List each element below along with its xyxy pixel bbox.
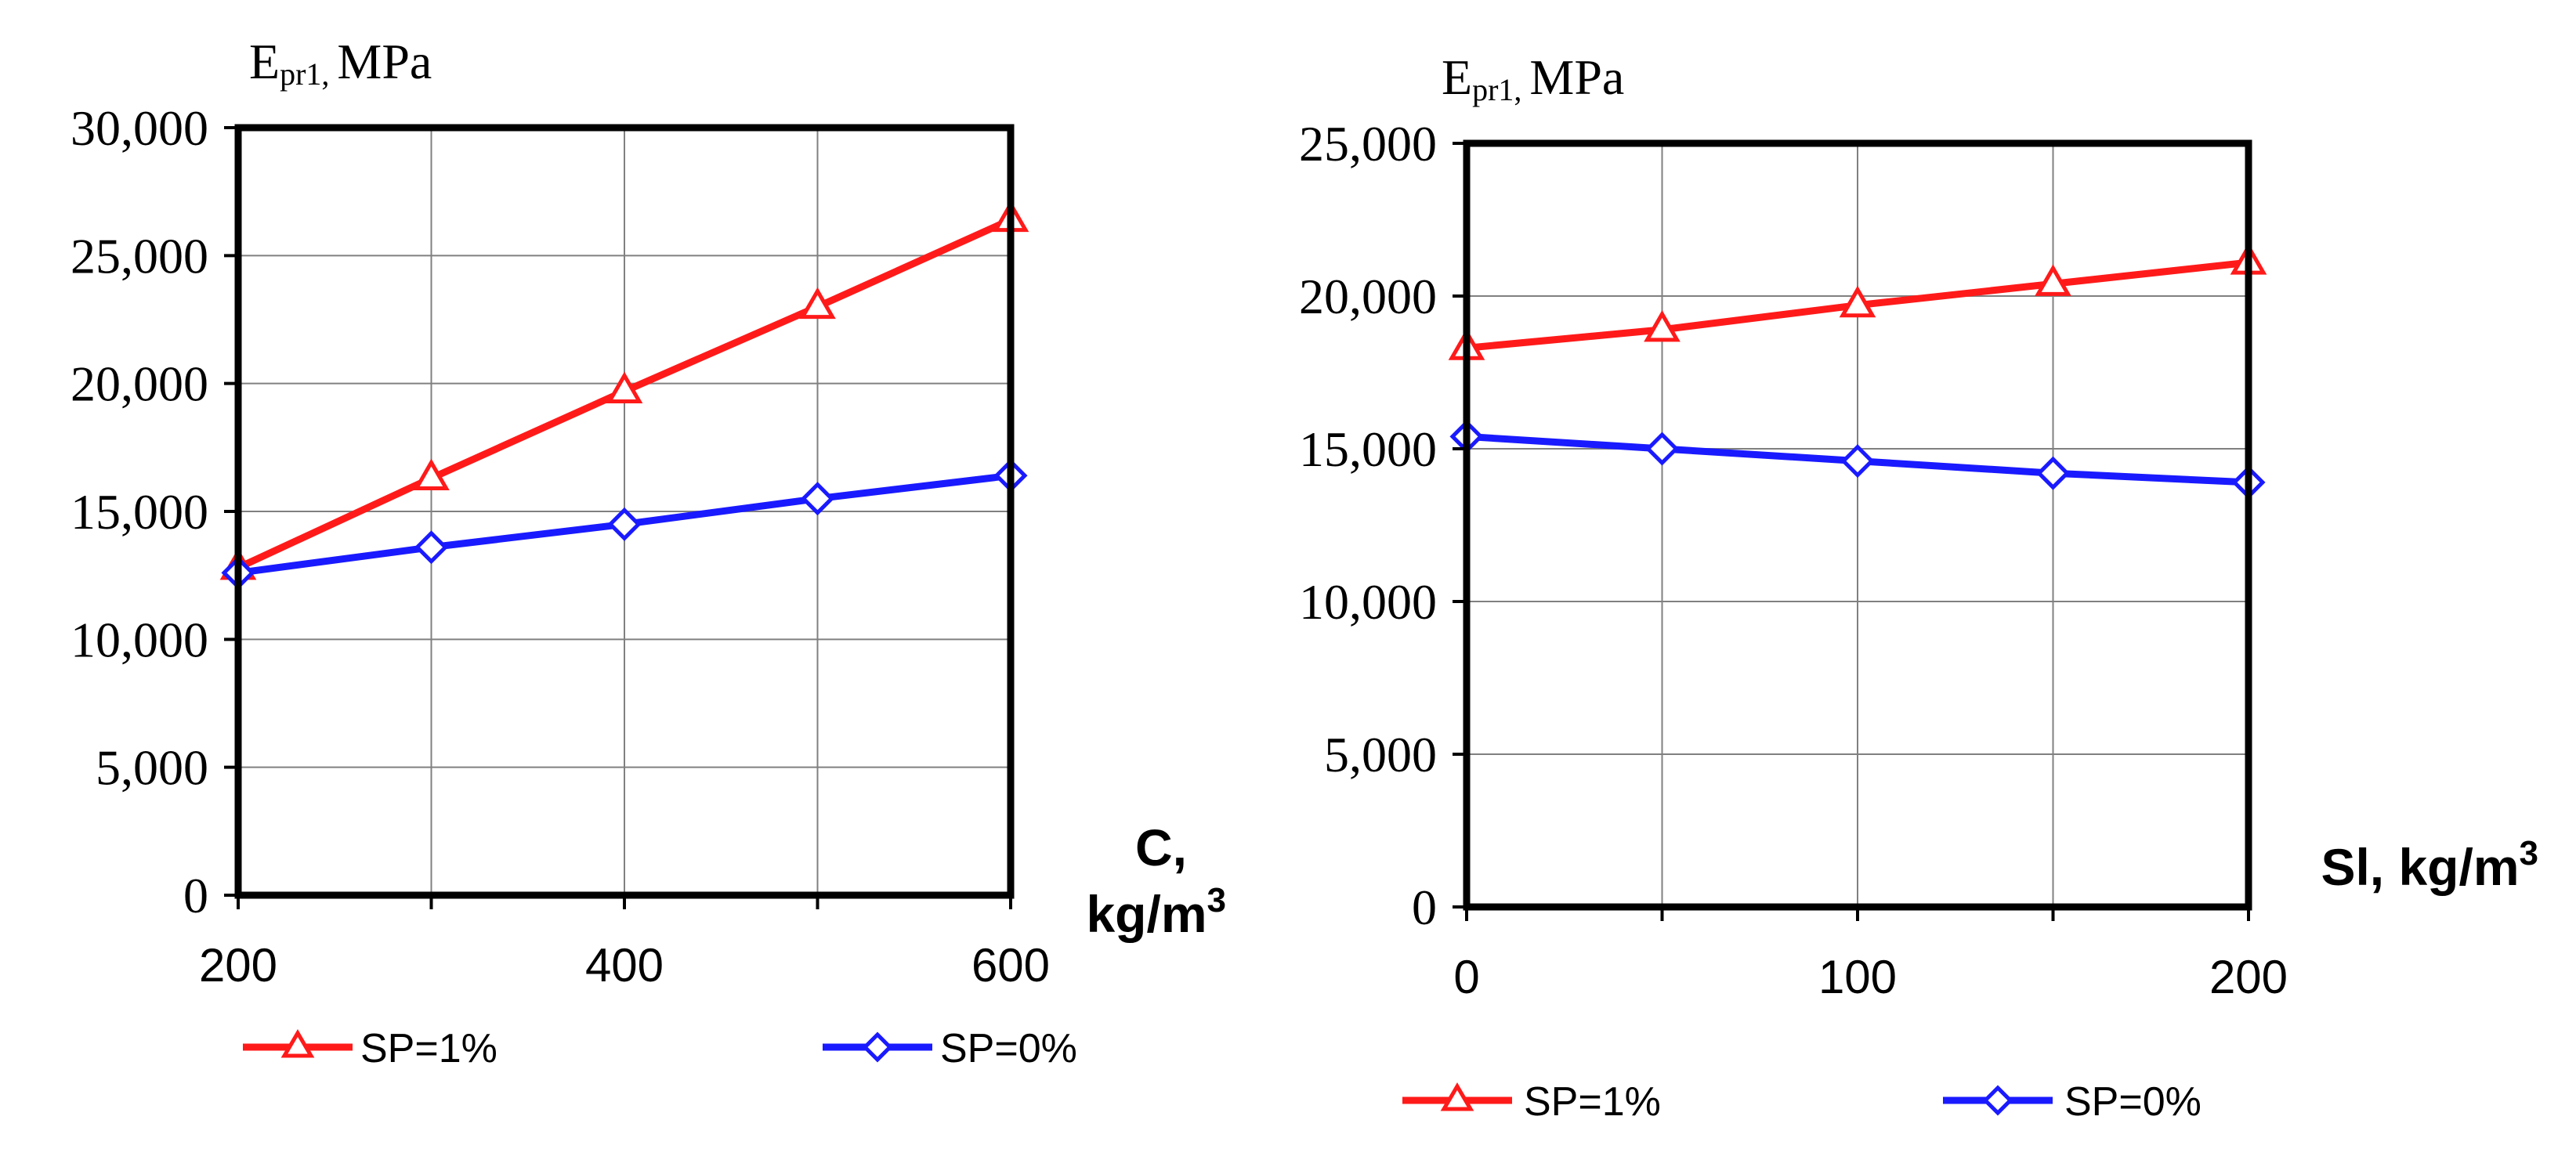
y-tick-label: 10,000 bbox=[71, 612, 208, 667]
data-point-diamond bbox=[1840, 444, 1875, 479]
x-axis-label-line2: kg/m3 bbox=[1086, 881, 1226, 943]
data-point-diamond bbox=[607, 507, 642, 541]
legend: SP=1% SP=0% bbox=[243, 1026, 1077, 1071]
legend-triangle-marker bbox=[280, 1029, 315, 1058]
x-tick-labels: 0 100 200 bbox=[1453, 907, 2288, 1003]
series-markers bbox=[1448, 243, 2267, 500]
data-point-triangle bbox=[2035, 264, 2071, 296]
x-tick-labels: 200 400 600 bbox=[199, 895, 1050, 992]
x-axis-label-line1: C, bbox=[1135, 818, 1187, 876]
y-tick-label: 10,000 bbox=[1299, 574, 1437, 630]
y-tick-labels: 0 5,000 10,000 15,000 20,000 25,000 30,000 bbox=[71, 100, 238, 923]
data-point-diamond bbox=[1644, 432, 1680, 466]
legend-diamond-marker bbox=[862, 1031, 893, 1063]
y-tick-label: 30,000 bbox=[71, 100, 208, 156]
y-tick-label: 5,000 bbox=[96, 740, 208, 796]
y-axis-label: Epr1, MPa bbox=[1442, 49, 1624, 107]
y-tick-label: 0 bbox=[1412, 880, 1437, 935]
legend-label-sp0: SP=0% bbox=[940, 1026, 1077, 1071]
legend-item-sp0: SP=0% bbox=[1943, 1079, 2202, 1125]
y-tick-label: 5,000 bbox=[1324, 727, 1437, 782]
y-tick-label: 0 bbox=[183, 868, 208, 923]
data-point-triangle bbox=[413, 458, 450, 491]
data-point-diamond bbox=[2035, 456, 2071, 490]
data-point-triangle bbox=[799, 287, 836, 320]
y-tick-label: 25,000 bbox=[71, 228, 208, 284]
data-point-diamond bbox=[414, 530, 449, 565]
legend-item-sp1: SP=1% bbox=[243, 1026, 497, 1071]
legend-label-sp1: SP=1% bbox=[1524, 1079, 1661, 1125]
y-tick-label: 25,000 bbox=[1299, 116, 1437, 172]
series-markers bbox=[219, 200, 1029, 590]
data-point-diamond bbox=[800, 482, 835, 516]
legend-diamond-marker bbox=[1982, 1085, 2013, 1116]
legend-label-sp0: SP=0% bbox=[2064, 1079, 2202, 1125]
x-tick-label: 200 bbox=[199, 939, 277, 992]
y-tick-label: 15,000 bbox=[1299, 421, 1437, 477]
data-point-triangle bbox=[1839, 285, 1876, 318]
chart-cement: Epr1, MPa 0 5,000 10,000 15,000 20,000 25,000 3… bbox=[71, 34, 1226, 1071]
x-tick-label: 0 bbox=[1453, 951, 1479, 1003]
x-tick-label: 100 bbox=[1818, 951, 1897, 1003]
legend-triangle-marker bbox=[1440, 1082, 1474, 1111]
y-axis-label: Epr1, MPa bbox=[249, 34, 432, 92]
grid bbox=[1466, 143, 2249, 908]
chart-slag: Epr1, MPa 05,00010,00015,00020,00025,000 … bbox=[1299, 49, 2538, 1125]
legend-label-sp1: SP=1% bbox=[360, 1026, 497, 1071]
x-tick-label: 400 bbox=[585, 939, 664, 992]
x-tick-label: 200 bbox=[2209, 951, 2288, 1003]
x-axis-label: Sl, kg/m3 bbox=[2321, 834, 2538, 896]
y-tick-label: 15,000 bbox=[71, 484, 208, 540]
data-point-triangle bbox=[1644, 309, 1681, 342]
y-tick-label: 20,000 bbox=[71, 356, 208, 412]
y-tick-label: 20,000 bbox=[1299, 269, 1437, 324]
x-tick-label: 600 bbox=[971, 939, 1050, 992]
legend-item-sp0: SP=0% bbox=[823, 1026, 1077, 1071]
y-tick-labels: 0 5,000 10,000 15,000 20,000 25,000 bbox=[1299, 116, 1467, 935]
data-point-triangle bbox=[606, 371, 643, 403]
legend-item-sp1: SP=1% bbox=[1402, 1079, 1661, 1125]
legend: SP=1% SP=0% bbox=[1402, 1079, 2202, 1125]
